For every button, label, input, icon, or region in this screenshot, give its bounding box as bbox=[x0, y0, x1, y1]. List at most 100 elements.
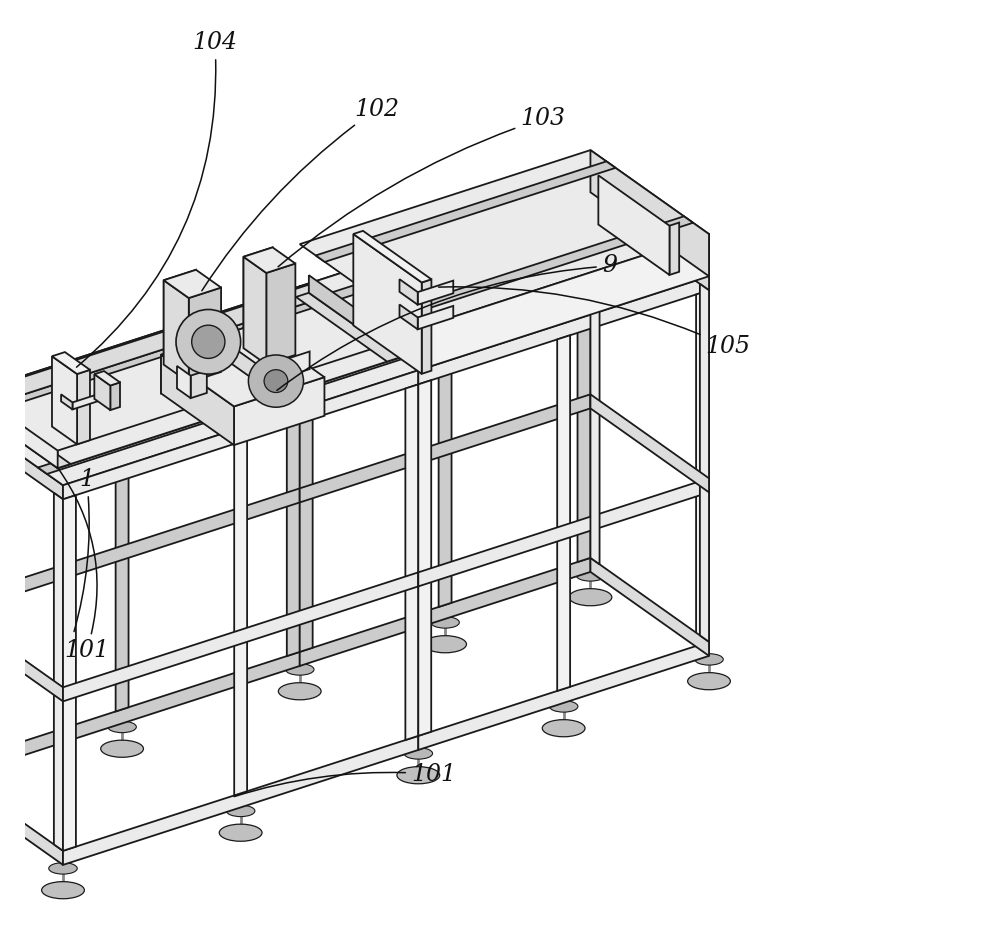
Polygon shape bbox=[590, 150, 709, 276]
Polygon shape bbox=[38, 352, 402, 474]
Polygon shape bbox=[232, 346, 261, 385]
Polygon shape bbox=[161, 326, 251, 393]
Polygon shape bbox=[353, 234, 422, 374]
Polygon shape bbox=[0, 603, 63, 701]
Polygon shape bbox=[189, 288, 221, 383]
Polygon shape bbox=[439, 252, 452, 607]
Polygon shape bbox=[399, 305, 418, 330]
Polygon shape bbox=[696, 291, 709, 646]
Polygon shape bbox=[418, 478, 709, 586]
Ellipse shape bbox=[278, 683, 321, 700]
Polygon shape bbox=[164, 270, 221, 298]
Polygon shape bbox=[557, 335, 570, 691]
Text: 104: 104 bbox=[77, 31, 238, 368]
Polygon shape bbox=[300, 558, 590, 666]
Polygon shape bbox=[164, 270, 196, 365]
Polygon shape bbox=[63, 736, 418, 864]
Polygon shape bbox=[0, 286, 300, 415]
Polygon shape bbox=[300, 192, 709, 370]
Polygon shape bbox=[296, 293, 400, 362]
Polygon shape bbox=[353, 231, 431, 282]
Polygon shape bbox=[0, 386, 58, 468]
Polygon shape bbox=[110, 383, 120, 410]
Polygon shape bbox=[94, 371, 120, 386]
Ellipse shape bbox=[549, 701, 578, 712]
Polygon shape bbox=[590, 192, 709, 291]
Polygon shape bbox=[116, 356, 129, 712]
Polygon shape bbox=[63, 495, 76, 851]
Polygon shape bbox=[52, 352, 90, 374]
Ellipse shape bbox=[226, 806, 255, 817]
Ellipse shape bbox=[695, 654, 723, 665]
Polygon shape bbox=[0, 286, 418, 485]
Polygon shape bbox=[0, 297, 325, 419]
Polygon shape bbox=[161, 326, 324, 407]
Polygon shape bbox=[598, 176, 669, 275]
Ellipse shape bbox=[42, 882, 84, 899]
Ellipse shape bbox=[108, 721, 136, 732]
Polygon shape bbox=[669, 222, 679, 275]
Ellipse shape bbox=[576, 570, 605, 581]
Polygon shape bbox=[63, 572, 418, 701]
Polygon shape bbox=[418, 642, 709, 750]
Text: 105: 105 bbox=[439, 287, 750, 358]
Polygon shape bbox=[0, 281, 318, 410]
Polygon shape bbox=[94, 374, 110, 410]
Polygon shape bbox=[316, 162, 616, 262]
Polygon shape bbox=[266, 263, 295, 364]
Polygon shape bbox=[54, 493, 63, 851]
Polygon shape bbox=[63, 370, 418, 500]
Polygon shape bbox=[234, 377, 324, 445]
Polygon shape bbox=[590, 558, 709, 656]
Ellipse shape bbox=[264, 370, 288, 392]
Polygon shape bbox=[244, 256, 266, 364]
Polygon shape bbox=[300, 150, 709, 328]
Polygon shape bbox=[0, 293, 318, 410]
Ellipse shape bbox=[49, 863, 77, 874]
Polygon shape bbox=[418, 276, 709, 385]
Polygon shape bbox=[61, 394, 73, 409]
Polygon shape bbox=[49, 351, 400, 468]
Polygon shape bbox=[418, 280, 453, 305]
Text: 9: 9 bbox=[277, 255, 617, 390]
Ellipse shape bbox=[542, 720, 585, 737]
Polygon shape bbox=[418, 234, 709, 370]
Ellipse shape bbox=[192, 325, 225, 358]
Text: 102: 102 bbox=[202, 98, 399, 291]
Polygon shape bbox=[393, 217, 693, 317]
Ellipse shape bbox=[101, 740, 143, 757]
Text: 1: 1 bbox=[74, 468, 94, 632]
Polygon shape bbox=[590, 206, 600, 564]
Polygon shape bbox=[73, 388, 118, 409]
Polygon shape bbox=[393, 258, 693, 359]
Polygon shape bbox=[161, 354, 234, 445]
Polygon shape bbox=[244, 247, 273, 349]
Polygon shape bbox=[261, 352, 310, 385]
Polygon shape bbox=[0, 767, 63, 865]
Polygon shape bbox=[578, 206, 590, 562]
Polygon shape bbox=[300, 192, 590, 300]
Polygon shape bbox=[300, 394, 590, 503]
Polygon shape bbox=[300, 296, 313, 652]
Polygon shape bbox=[177, 366, 191, 398]
Ellipse shape bbox=[219, 825, 262, 842]
Polygon shape bbox=[164, 280, 189, 383]
Polygon shape bbox=[0, 488, 300, 618]
Polygon shape bbox=[287, 300, 300, 656]
Polygon shape bbox=[316, 203, 616, 304]
Polygon shape bbox=[244, 247, 295, 273]
Ellipse shape bbox=[431, 617, 459, 628]
Polygon shape bbox=[590, 394, 709, 492]
Polygon shape bbox=[0, 652, 300, 781]
Polygon shape bbox=[700, 284, 709, 642]
Polygon shape bbox=[0, 401, 63, 500]
Polygon shape bbox=[0, 399, 71, 468]
Polygon shape bbox=[191, 370, 207, 398]
Polygon shape bbox=[52, 356, 77, 445]
Text: 101: 101 bbox=[57, 467, 109, 662]
Polygon shape bbox=[418, 306, 453, 330]
Ellipse shape bbox=[248, 355, 304, 408]
Polygon shape bbox=[418, 380, 431, 736]
Text: 101: 101 bbox=[234, 763, 456, 797]
Ellipse shape bbox=[176, 310, 241, 374]
